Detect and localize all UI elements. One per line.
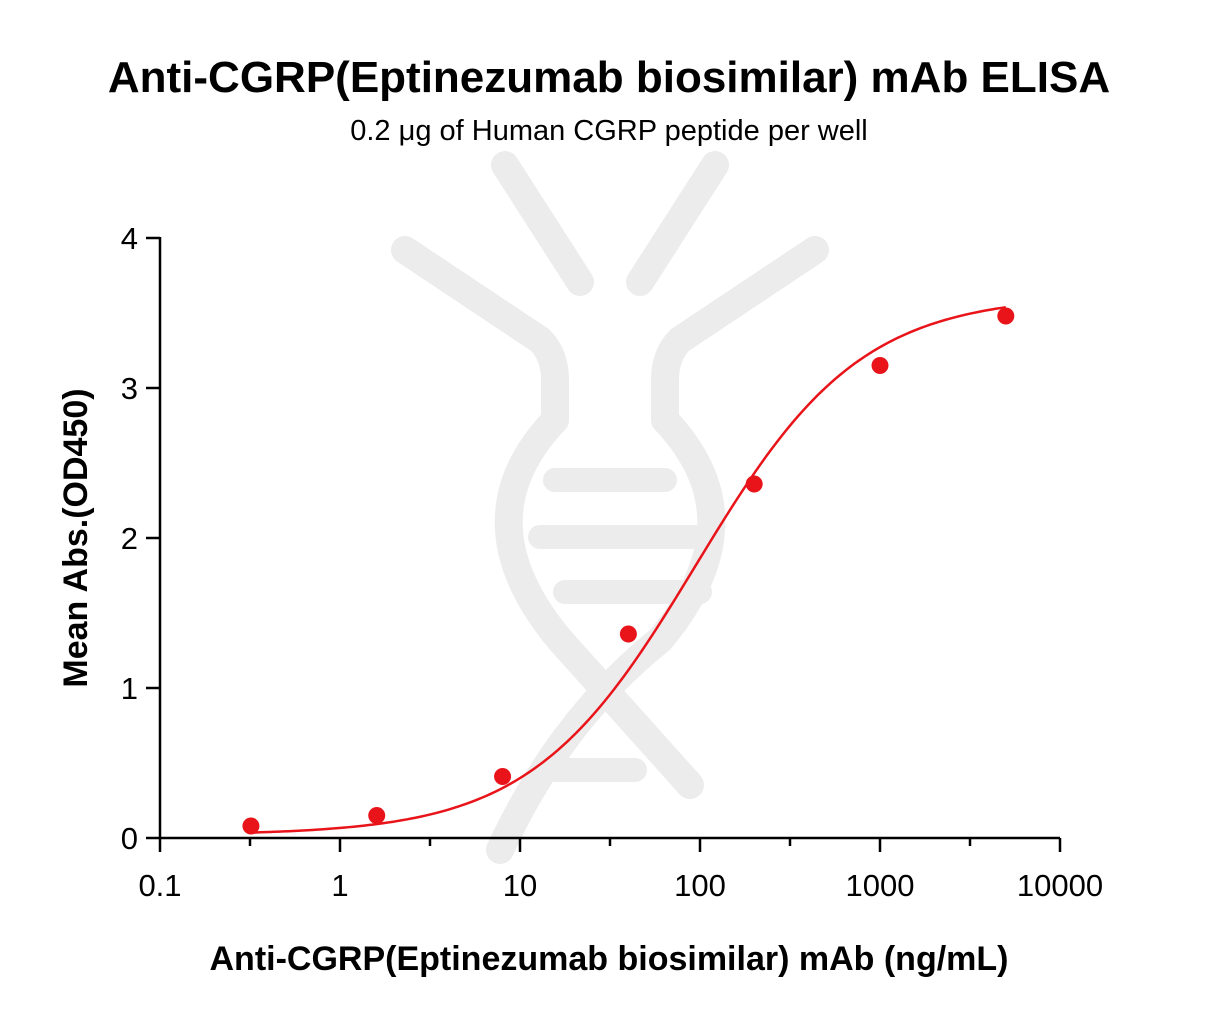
x-axis-label: Anti-CGRP(Eptinezumab biosimilar) mAb (n… xyxy=(210,940,1009,978)
x-tick-label: 1000 xyxy=(846,868,915,903)
chart-title: Anti-CGRP(Eptinezumab biosimilar) mAb EL… xyxy=(108,53,1110,102)
x-tick-label: 0.1 xyxy=(138,868,181,903)
x-tick-label: 1 xyxy=(331,868,348,903)
data-point xyxy=(871,357,889,374)
data-point xyxy=(619,625,637,643)
y-tick-label: 1 xyxy=(121,671,138,706)
data-point xyxy=(242,817,260,835)
chart-subtitle: 0.2 μg of Human CGRP peptide per well xyxy=(350,115,868,147)
y-tick-label: 2 xyxy=(121,521,138,556)
data-point xyxy=(745,475,763,493)
fit-curve xyxy=(250,305,1006,834)
y-tick-label: 3 xyxy=(121,371,138,406)
x-tick-label: 100 xyxy=(674,868,726,903)
x-axis-ticks: 0.1 1 10 100 1000 10000 xyxy=(138,838,1103,903)
data-points-layer xyxy=(242,307,1015,835)
fit-curve-layer xyxy=(250,305,1006,834)
data-point xyxy=(494,768,512,785)
y-axis-ticks: 0 1 2 3 4 xyxy=(121,221,160,856)
x-tick-label: 10000 xyxy=(1017,868,1103,903)
y-axis-label: Mean Abs.(OD450) xyxy=(57,388,95,687)
x-tick-label: 10 xyxy=(503,868,537,903)
data-point xyxy=(368,807,386,824)
data-point xyxy=(997,307,1015,325)
watermark-logo xyxy=(391,151,829,864)
y-tick-label: 4 xyxy=(121,221,138,256)
y-tick-label: 0 xyxy=(121,821,138,856)
